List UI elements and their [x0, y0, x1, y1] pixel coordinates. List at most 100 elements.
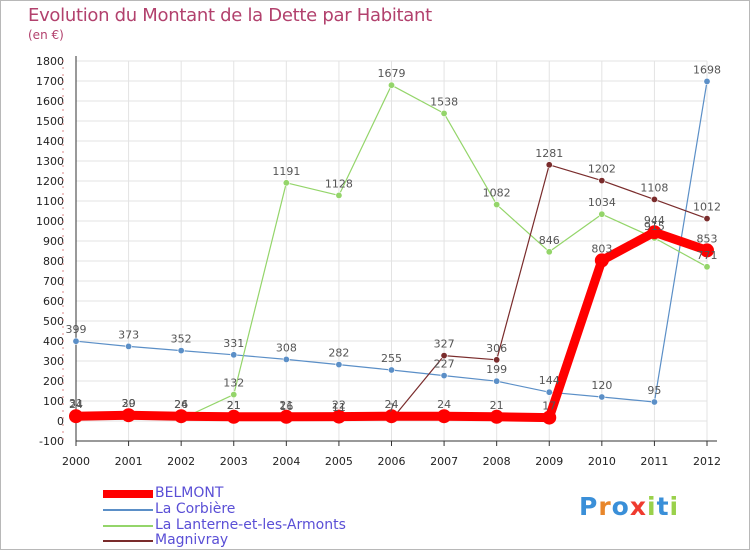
- legend-swatch-belmont: [103, 490, 153, 498]
- data-point-la-corbi-re: [177, 347, 185, 355]
- y-tick-label: 800: [43, 255, 64, 268]
- data-point-belmont: [489, 409, 504, 424]
- y-tick-label: 0: [57, 415, 64, 428]
- legend-label-magnivray: Magnivray: [155, 532, 229, 548]
- data-label-la-corbi-re: 120: [591, 379, 612, 392]
- data-label-magnivray: 1281: [535, 147, 563, 160]
- y-tick-label: 1300: [36, 155, 64, 168]
- y-tick-label: 400: [43, 335, 64, 348]
- data-point-la-corbi-re: [335, 361, 343, 369]
- data-label-belmont: 24: [69, 398, 83, 411]
- data-point-la-lanterne-et-les-armonts: [545, 248, 553, 256]
- data-point-la-lanterne-et-les-armonts: [598, 210, 606, 218]
- y-tick-label: 1700: [36, 75, 64, 88]
- data-point-belmont: [542, 410, 557, 425]
- data-label-la-corbi-re: 95: [647, 384, 661, 397]
- data-point-la-lanterne-et-les-armonts: [703, 263, 711, 271]
- legend-label-la-corbiere: La Corbière: [155, 501, 236, 517]
- logo-letter: o: [611, 492, 630, 521]
- data-point-belmont: [700, 243, 714, 258]
- data-label-la-corbi-re: 308: [276, 341, 297, 354]
- data-label-magnivray: 1202: [588, 163, 616, 176]
- logo-letter: i: [647, 492, 657, 521]
- data-point-la-corbi-re: [703, 77, 711, 85]
- legend-swatch-la-lanterne: [103, 525, 153, 527]
- data-point-la-corbi-re: [598, 393, 606, 401]
- data-label-la-corbi-re: 255: [381, 352, 402, 365]
- x-tick-label: 2003: [220, 455, 248, 468]
- data-label-la-lanterne-et-les-armonts: 132: [223, 377, 244, 390]
- data-point-magnivray: [703, 215, 711, 223]
- y-tick-label: 1100: [36, 195, 64, 208]
- data-label-la-corbi-re: 227: [434, 358, 455, 371]
- data-point-la-corbi-re: [387, 366, 395, 374]
- data-label-la-lanterne-et-les-armonts: 1128: [325, 177, 353, 190]
- data-point-la-lanterne-et-les-armonts: [387, 81, 395, 89]
- data-point-la-corbi-re: [125, 342, 133, 350]
- y-tick-label: 1500: [36, 115, 64, 128]
- logo-letter: t: [656, 492, 670, 521]
- data-point-la-corbi-re: [230, 351, 238, 359]
- y-tick-label: 1600: [36, 95, 64, 108]
- data-label-magnivray: 26: [174, 398, 188, 411]
- data-point-belmont: [279, 409, 294, 424]
- data-point-belmont: [121, 408, 136, 423]
- data-point-la-lanterne-et-les-armonts: [440, 109, 448, 117]
- data-label-magnivray: 31: [69, 397, 83, 410]
- data-point-magnivray: [440, 352, 448, 360]
- data-label-la-corbi-re: 144: [539, 374, 560, 387]
- data-point-magnivray: [545, 161, 553, 169]
- x-tick-label: 2000: [62, 455, 90, 468]
- data-point-belmont: [226, 409, 241, 424]
- data-label-belmont: 21: [279, 399, 293, 412]
- x-tick-label: 2002: [167, 455, 195, 468]
- chart-title: Evolution du Montant de la Dette par Hab…: [28, 5, 432, 26]
- data-point-belmont: [647, 225, 662, 240]
- data-label-magnivray: 306: [486, 342, 507, 355]
- y-tick-label: 1000: [36, 215, 64, 228]
- data-point-belmont: [174, 409, 189, 424]
- data-label-belmont: 853: [697, 232, 718, 245]
- data-point-belmont: [384, 409, 399, 424]
- data-label-belmont: 21: [490, 399, 504, 412]
- data-label-belmont: 22: [332, 399, 346, 412]
- data-label-belmont: 24: [437, 398, 451, 411]
- data-label-magnivray: 1012: [693, 201, 721, 214]
- x-tick-label: 2008: [483, 455, 511, 468]
- data-label-belmont: 944: [644, 214, 665, 227]
- legend-swatch-la-corbiere: [103, 509, 153, 511]
- x-tick-label: 2009: [535, 455, 563, 468]
- data-label-la-corbi-re: 1698: [693, 63, 721, 76]
- x-tick-label: 2001: [115, 455, 143, 468]
- data-point-la-corbi-re: [545, 388, 553, 396]
- x-tick-label: 2004: [272, 455, 300, 468]
- data-label-magnivray: 7: [388, 402, 395, 415]
- data-label-la-corbi-re: 331: [223, 337, 244, 350]
- data-point-la-lanterne-et-les-armonts: [335, 191, 343, 199]
- data-point-belmont: [331, 409, 346, 424]
- x-tick-label: 2006: [378, 455, 406, 468]
- data-label-la-corbi-re: 282: [328, 347, 349, 360]
- data-label-belmont: 17: [542, 400, 556, 413]
- data-label-magnivray: 21: [227, 399, 241, 412]
- y-tick-label: 600: [43, 295, 64, 308]
- legend-label-belmont: BELMONT: [155, 485, 224, 501]
- logo-letter: P: [579, 492, 599, 521]
- data-point-la-corbi-re: [72, 337, 80, 345]
- proxiti-logo: Proxiti: [579, 492, 679, 521]
- data-point-la-lanterne-et-les-armonts: [230, 391, 238, 399]
- data-label-magnivray: 16: [279, 400, 293, 413]
- data-label-la-lanterne-et-les-armonts: 771: [697, 249, 718, 262]
- y-tick-label: 500: [43, 315, 64, 328]
- logo-letter: r: [598, 492, 612, 521]
- data-label-la-corbi-re: 373: [118, 328, 139, 341]
- data-point-la-lanterne-et-les-armonts: [282, 179, 290, 187]
- data-point-belmont: [594, 253, 609, 268]
- data-label-la-lanterne-et-les-armonts: 1679: [378, 67, 406, 80]
- logo-letter: x: [629, 492, 647, 521]
- x-tick-label: 2012: [693, 455, 721, 468]
- data-label-magnivray: 1108: [640, 181, 668, 194]
- data-label-la-corbi-re: 352: [171, 333, 192, 346]
- x-tick-label: 2005: [325, 455, 353, 468]
